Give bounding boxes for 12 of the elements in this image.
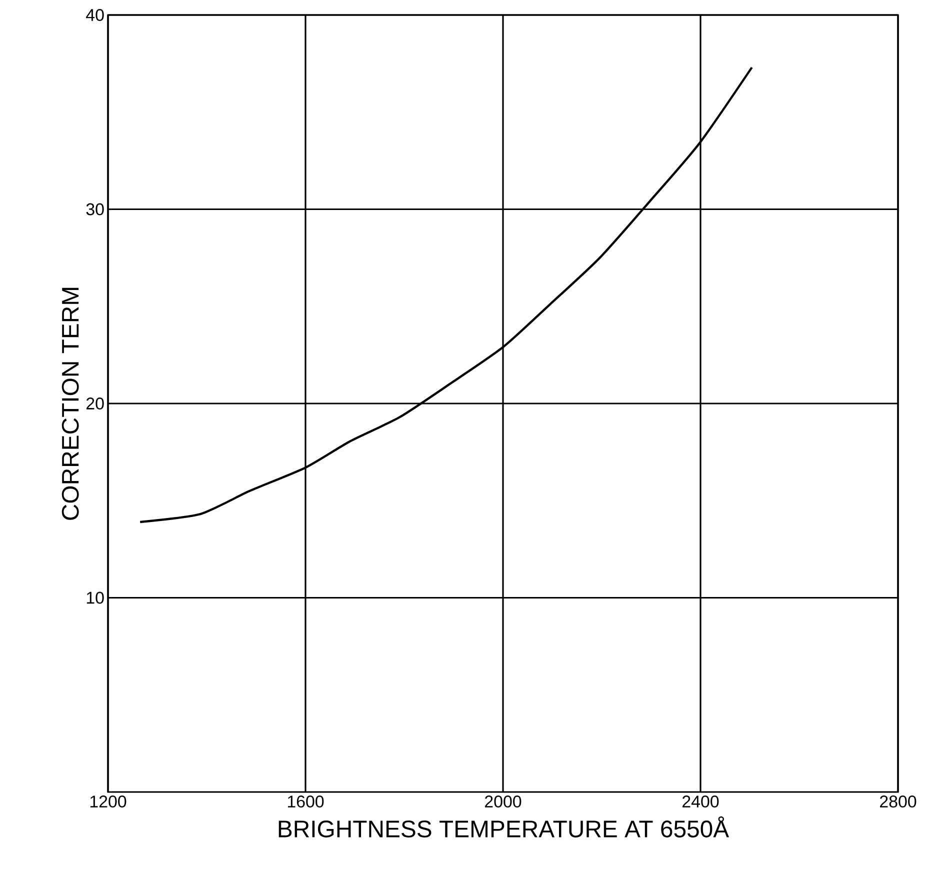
x-tick-label: 1200 bbox=[90, 796, 126, 808]
x-tick-label: 1600 bbox=[288, 796, 324, 808]
x-tick-label: 2800 bbox=[880, 796, 916, 808]
x-tick-label: 2000 bbox=[485, 796, 522, 808]
x-axis-title: BRIGHTNESS TEMPERATURE AT 6550Å bbox=[278, 816, 730, 838]
x-tick-label: 2400 bbox=[682, 796, 719, 808]
line-series bbox=[139, 66, 753, 524]
y-tick-label: 10 bbox=[86, 592, 104, 604]
y-tick-label: 20 bbox=[86, 397, 104, 410]
y-tick-label: 40 bbox=[86, 8, 104, 21]
y-axis-title: CORRECTION TERM bbox=[62, 288, 79, 520]
y-tick-label: 30 bbox=[86, 203, 104, 216]
